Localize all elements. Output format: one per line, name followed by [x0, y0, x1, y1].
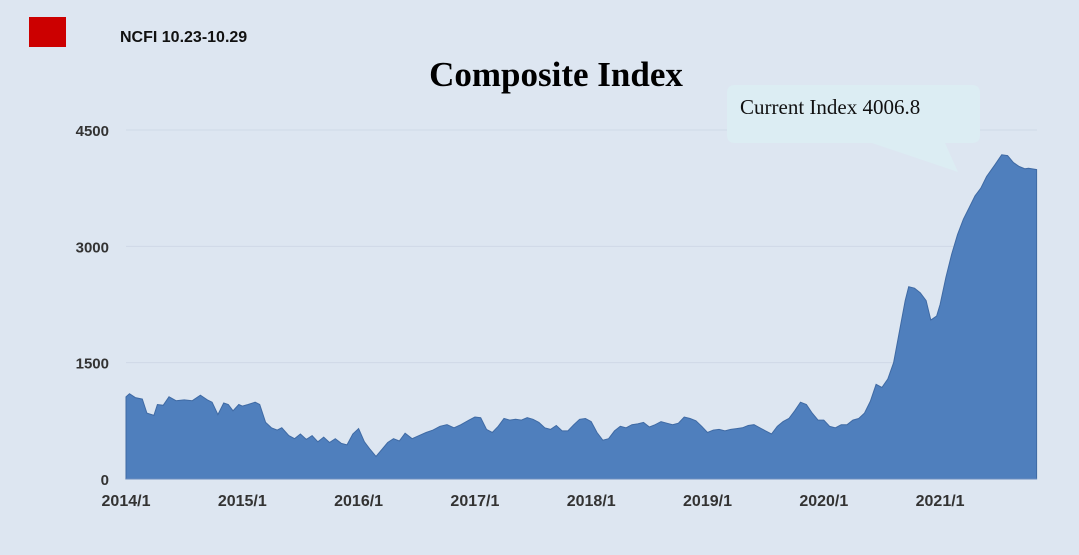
callout-text: Current Index 4006.8: [740, 95, 920, 119]
legend-label: NCFI 10.23-10.29: [120, 29, 248, 46]
x-tick-label: 2020/1: [799, 493, 848, 510]
chart-title: Composite Index: [429, 55, 683, 94]
x-axis-ticks: 2014/1 2015/1 2016/1 2017/1 2018/1 2019/1 2020…: [102, 493, 965, 510]
x-tick-label: 2018/1: [567, 493, 616, 510]
y-tick-label: 3000: [76, 239, 109, 256]
x-tick-label: 2016/1: [334, 493, 383, 510]
legend-swatch: [29, 17, 66, 47]
x-tick-label: 2017/1: [450, 493, 499, 510]
y-tick-label: 1500: [76, 356, 109, 373]
x-tick-label: 2014/1: [102, 493, 151, 510]
current-index-callout: Current Index 4006.8: [727, 85, 980, 172]
x-tick-label: 2021/1: [916, 493, 965, 510]
callout-bubble: [727, 85, 980, 172]
y-tick-label: 4500: [76, 123, 109, 140]
y-tick-label: 0: [101, 472, 109, 489]
x-tick-label: 2015/1: [218, 493, 267, 510]
composite-index-area: [125, 154, 1038, 480]
y-axis-ticks: 0 1500 3000 4500: [76, 123, 109, 489]
x-tick-label: 2019/1: [683, 493, 732, 510]
